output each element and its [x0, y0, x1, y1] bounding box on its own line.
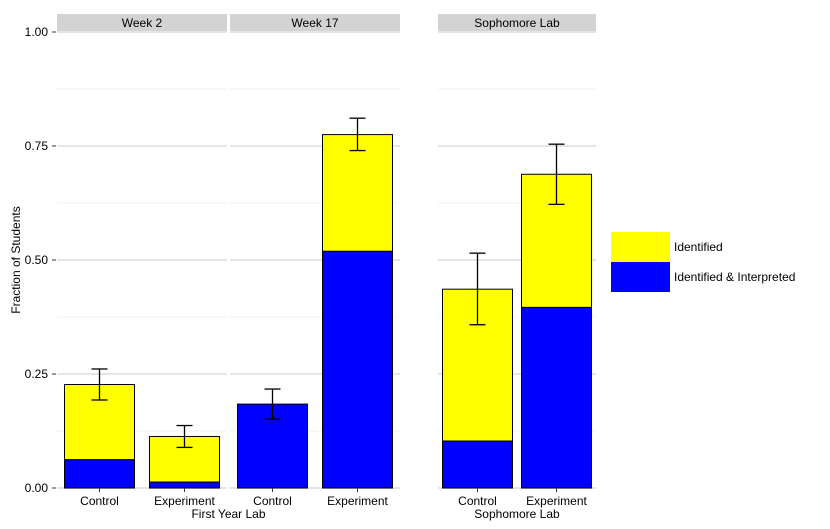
- facet-strip-label: Week 2: [122, 16, 163, 30]
- bar-identified: [322, 134, 393, 252]
- facet-strip-label: Sophomore Lab: [474, 16, 560, 30]
- facet-strip: [438, 14, 596, 31]
- x-tick-label: Control: [458, 494, 497, 508]
- y-tick-label: 0.00: [25, 481, 49, 495]
- y-tick-label: 0.75: [25, 139, 49, 153]
- y-axis-title: Fraction of Students: [9, 206, 23, 313]
- x-tick-label: Experiment: [154, 494, 215, 508]
- bar-interpreted: [521, 306, 592, 489]
- x-tick-label: Experiment: [526, 494, 587, 508]
- y-tick-label: 0.25: [25, 367, 49, 381]
- y-tick-label: 1.00: [25, 25, 49, 39]
- x-tick-label: Control: [253, 494, 292, 508]
- bar-interpreted: [64, 459, 135, 489]
- legend-label: Identified: [674, 240, 723, 254]
- bar-interpreted: [322, 250, 393, 489]
- y-tick-label: 0.50: [25, 253, 49, 267]
- facet-strip: [230, 14, 400, 31]
- facet-strip-label: Week 17: [291, 16, 338, 30]
- x-axis-title: Sophomore Lab: [474, 507, 560, 521]
- facet-strip: [57, 14, 227, 31]
- bar-interpreted: [442, 440, 513, 489]
- x-tick-label: Experiment: [327, 494, 388, 508]
- x-tick-label: Control: [80, 494, 119, 508]
- legend-key-identified: [611, 232, 670, 262]
- legend-key-interpreted: [611, 262, 670, 292]
- x-axis-title: First Year Lab: [191, 507, 265, 521]
- legend-label: Identified & Interpreted: [674, 270, 795, 284]
- bar-interpreted: [149, 481, 220, 489]
